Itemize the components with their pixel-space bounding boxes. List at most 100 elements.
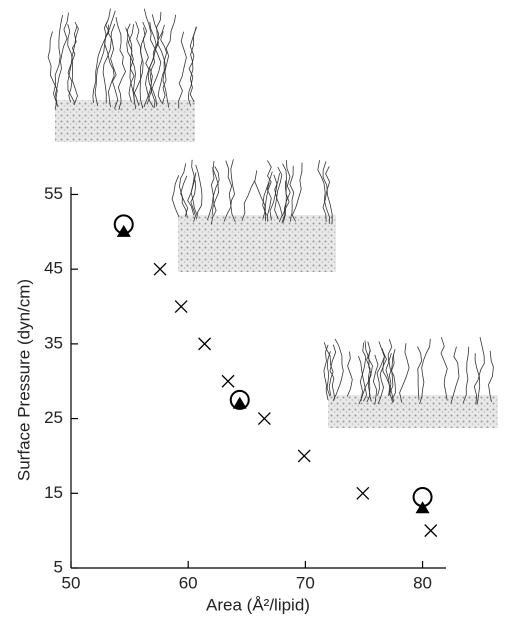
lipid-chain	[187, 172, 197, 216]
lipid-chain	[322, 161, 333, 224]
triangle-marker	[232, 396, 247, 409]
lipid-chain	[126, 23, 140, 106]
lipid-chain	[322, 166, 331, 222]
lipid-chain	[264, 160, 272, 222]
lipid-chain	[107, 24, 119, 109]
cross-marker	[356, 486, 370, 500]
lipid-chain	[332, 338, 344, 402]
lipid-chain	[102, 23, 116, 104]
lipid-chain	[53, 14, 63, 101]
lipid-chain	[417, 346, 423, 400]
y-tick-label: 5	[54, 557, 63, 576]
x-tick-label: 60	[179, 573, 198, 592]
lipid-chain	[54, 12, 69, 110]
y-tick-label: 55	[44, 184, 63, 203]
cross-marker	[198, 337, 212, 351]
lipid-chain	[291, 162, 303, 222]
lipid-chain	[281, 160, 291, 224]
lipid-chain	[474, 353, 481, 405]
lipid-chain	[346, 351, 353, 397]
lipid-chain	[210, 161, 217, 225]
lipid-chain	[323, 344, 329, 400]
triangle-marker	[116, 224, 131, 237]
lipid-chain	[440, 337, 448, 401]
lipid-chain	[450, 346, 460, 404]
lipid-chain	[317, 160, 330, 224]
lipid-chain	[180, 175, 189, 217]
lipid-chain	[151, 14, 167, 103]
lipid-chain	[266, 182, 272, 222]
lipid-chain	[289, 165, 295, 222]
lipid-chain	[358, 355, 368, 402]
simulation-insets	[47, 8, 498, 428]
lipid-chain	[104, 10, 116, 108]
lipid-chain	[47, 31, 59, 108]
x-tick-label: 70	[296, 573, 315, 592]
lipid-chain	[388, 354, 395, 396]
cross-marker	[174, 300, 188, 313]
lipid-chain	[67, 25, 78, 103]
x-axis-label: Area (Å²/lipid)	[206, 595, 310, 614]
lipid-chain	[211, 167, 219, 216]
plot-area: 5 15 25 35 45 55 50 60 70 80	[44, 184, 446, 592]
lipid-chain	[359, 342, 367, 401]
cross-marker	[297, 449, 311, 463]
lipid-chain	[399, 343, 410, 403]
lipid-chain	[143, 21, 157, 108]
lipid-chain	[206, 166, 220, 221]
lipid-chain	[262, 171, 273, 216]
lipid-chain	[225, 160, 236, 223]
lipid-chain	[190, 179, 197, 222]
y-tick-label: 25	[44, 408, 63, 427]
lipid-chain	[115, 17, 126, 110]
lipid-chain	[388, 352, 396, 401]
cross-marker	[153, 262, 167, 276]
lipid-chain	[171, 175, 180, 218]
lipid-chain	[377, 351, 387, 405]
lipid-chain	[488, 350, 494, 402]
lipid-chain	[241, 170, 258, 222]
lipid-chain	[195, 164, 203, 220]
lipid-chain	[160, 31, 170, 108]
lipid-chain	[254, 180, 266, 220]
lipid-chain	[139, 27, 146, 109]
circle-marker	[229, 389, 250, 410]
lipid-chain	[462, 346, 470, 404]
lipid-chain	[376, 341, 385, 396]
y-tick-label: 45	[44, 259, 63, 278]
lipid-chain	[133, 21, 144, 103]
lipid-chain	[269, 174, 278, 221]
lipid-chain	[161, 14, 176, 105]
lipid-chain	[419, 338, 431, 405]
lipid-chain	[67, 23, 78, 106]
lipid-chain	[473, 336, 485, 405]
y-tick-label: 15	[44, 483, 63, 502]
water-layer	[328, 395, 498, 428]
cross-marker	[257, 412, 271, 426]
lipid-chain	[358, 340, 372, 405]
y-axis-label: Surface Pressure (dyn/cm)	[14, 279, 33, 481]
water-layer	[178, 215, 336, 272]
y-tick-label: 35	[44, 333, 63, 352]
lipid-chain	[372, 354, 379, 405]
water-layer	[55, 100, 195, 142]
cross-marker	[221, 374, 235, 388]
lipid-chain	[94, 21, 108, 107]
lipid-chain	[127, 24, 135, 103]
lipid-chain	[326, 351, 331, 397]
lipid-chain	[366, 341, 371, 403]
lipid-chain	[187, 26, 198, 106]
lipid-chain	[274, 173, 283, 223]
lipid-chain	[149, 11, 162, 108]
lipid-chain	[385, 339, 393, 396]
lipid-chain	[179, 163, 188, 218]
x-tick-label: 50	[62, 573, 81, 592]
lipid-chain	[143, 8, 162, 105]
triangle-marker	[415, 501, 430, 514]
lipid-chain	[189, 26, 197, 103]
x-tick-label: 80	[413, 573, 432, 592]
lipid-chain	[223, 159, 236, 222]
lipid-chain	[323, 342, 334, 396]
lipid-chain	[274, 166, 283, 220]
